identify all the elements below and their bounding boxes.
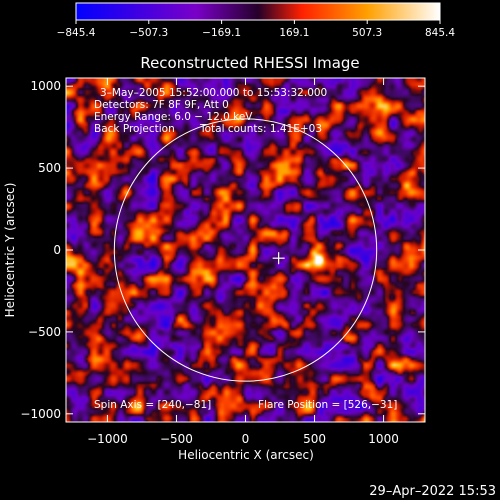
annotation-spin-axis: Spin Axis = [240,−81] [94, 399, 211, 411]
colorbar-tick-label: −845.4 [57, 27, 96, 39]
colorbar-tick-label: 507.3 [352, 27, 382, 39]
y-tick-label: 1000 [30, 79, 61, 93]
annotation-flare-position: Flare Position = [526,−31] [258, 399, 397, 411]
x-tick-label: 0 [242, 432, 250, 446]
colorbar-tick-label: −169.1 [202, 27, 241, 39]
annotation-energy-range: Energy Range: 6.0 − 12.0 keV [94, 111, 253, 123]
x-tick-label: 500 [303, 432, 326, 446]
axis-ticks: −1000 −500 0 500 1000 −1000 −500 0 500 1000 [20, 78, 425, 446]
x-tick-label: 1000 [368, 432, 399, 446]
flare-position-marker [272, 252, 285, 265]
colorbar-tick-label: −507.3 [129, 27, 168, 39]
y-tick-label: 500 [38, 161, 61, 175]
heatmap-image [66, 78, 425, 422]
y-axis-label: Heliocentric Y (arcsec) [3, 183, 17, 318]
x-axis-label: Heliocentric X (arcsec) [178, 448, 314, 462]
annotation-time-range: 3–May–2005 15:52:00.000 to 15:53:32.000 [100, 87, 327, 99]
colorbar [75, 2, 441, 21]
annotation-method: Back Projection [94, 123, 175, 135]
chart-title: Reconstructed RHESSI Image [140, 54, 359, 72]
x-tick-label: −500 [160, 432, 193, 446]
y-tick-label: −500 [28, 325, 61, 339]
y-tick-label: −1000 [20, 407, 61, 421]
y-tick-label: 0 [53, 243, 61, 257]
solar-limb-circle [113, 118, 378, 382]
colorbar-tick-label: 845.4 [425, 27, 455, 39]
colorbar-tick-label: 169.1 [279, 27, 309, 39]
annotation-total-counts: Total counts: 1.41E+03 [199, 123, 322, 135]
x-tick-label: −1000 [87, 432, 128, 446]
footer-timestamp: 29–Apr–2022 15:53 [369, 484, 496, 499]
colorbar-ticks: −845.4 −507.3 −169.1 169.1 507.3 845.4 [57, 20, 455, 39]
annotation-detectors: Detectors: 7F 8F 9F, Att 0 [94, 99, 229, 111]
